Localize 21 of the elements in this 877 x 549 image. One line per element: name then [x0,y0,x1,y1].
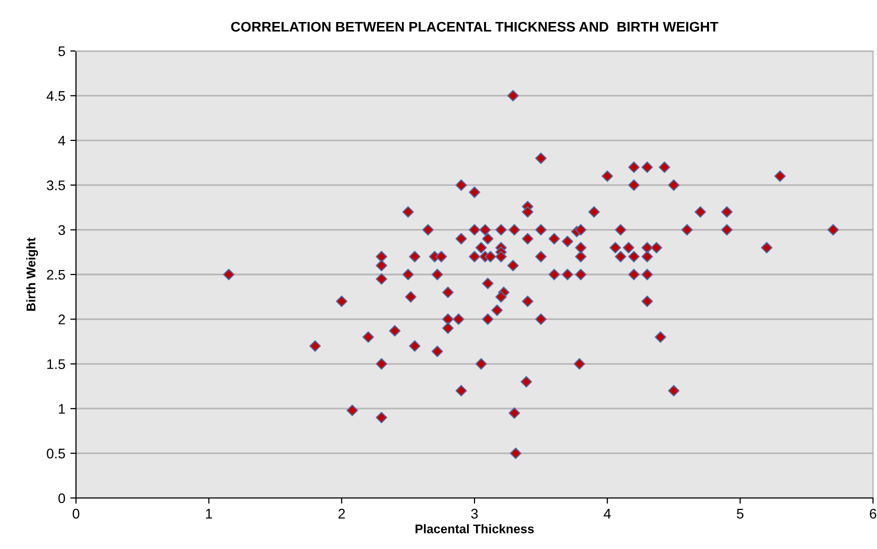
x-tick-label: 3 [471,508,478,519]
x-tick-label: 6 [870,508,876,519]
y-tick-label: 4 [58,136,66,146]
x-tick-label: 0 [72,508,80,519]
y-axis-title: Birth Weight [26,238,38,311]
y-tick-label: 3.5 [46,180,66,190]
x-tick-label: 5 [736,508,744,519]
y-tick-label: 0.5 [46,448,66,458]
x-tick-label: 1 [206,508,212,518]
y-tick-label: 1 [58,404,65,414]
y-tick-label: 1.5 [47,359,66,370]
y-tick-label: 0 [58,493,66,504]
y-tick-label: 4.5 [46,91,66,101]
x-tick-label: 4 [604,508,611,518]
x-tick-label: 2 [338,508,345,518]
y-tick-label: 2.5 [46,270,66,280]
y-tick-label: 2 [58,314,65,324]
x-axis-title: Placental Thickness [416,524,534,534]
y-tick-label: 5 [58,46,65,56]
y-tick-label: 3 [58,225,65,235]
chart-title: CORRELATION BETWEEN PLACENTAL THICKNESS AND BIRTH WEIGHT [231,22,718,32]
